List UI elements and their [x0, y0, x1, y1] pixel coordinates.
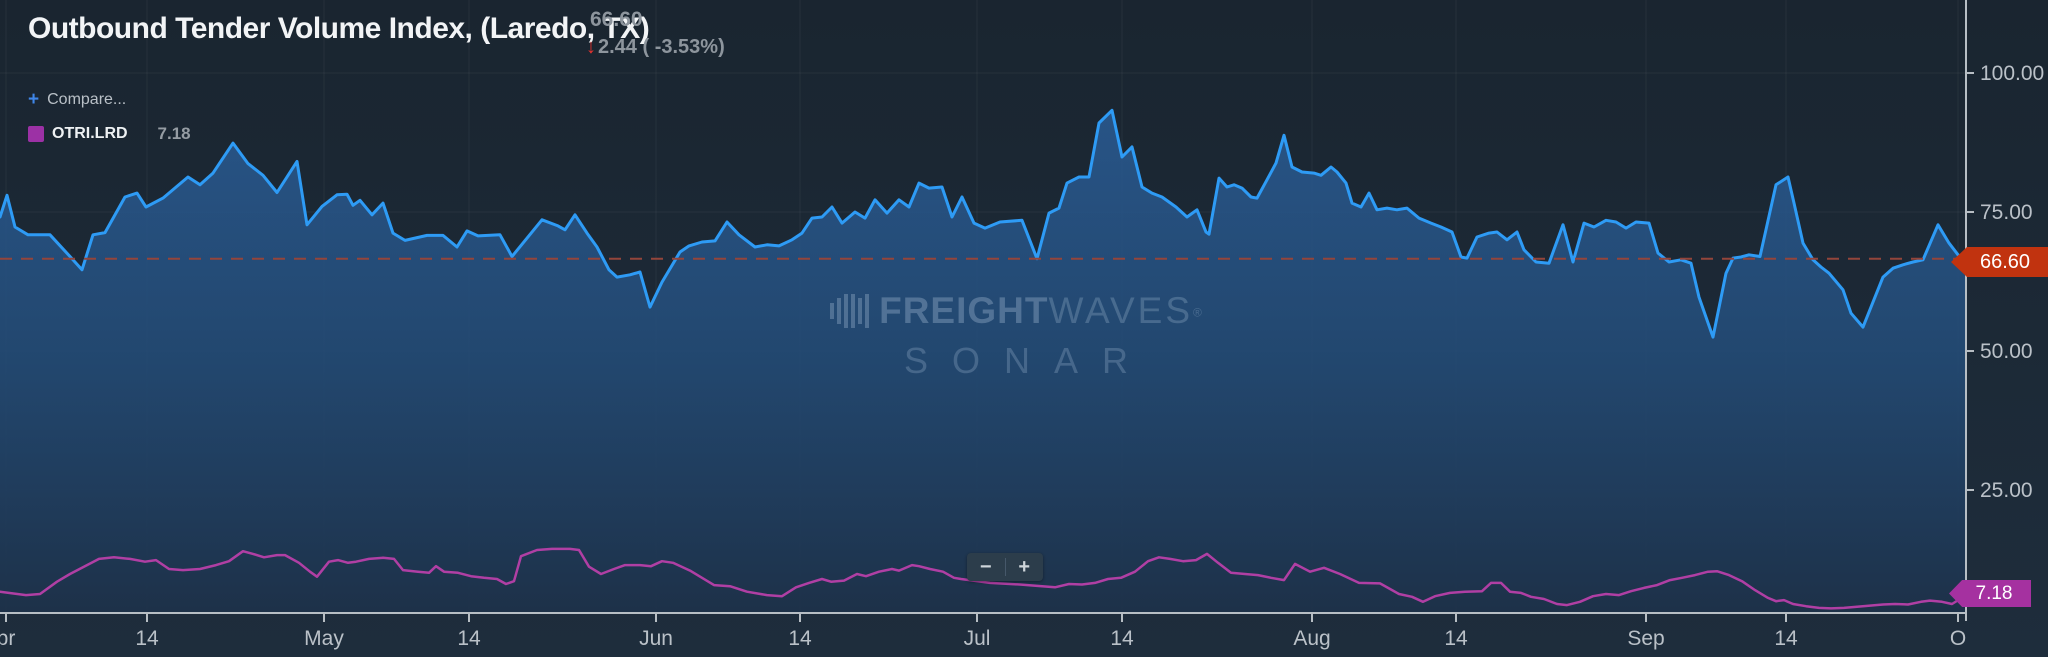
- x-axis-label: pr: [0, 627, 15, 650]
- x-axis-label: 14: [457, 627, 481, 650]
- plus-icon: +: [28, 89, 40, 110]
- x-axis-label: Aug: [1293, 627, 1330, 650]
- x-axis-label: 14: [1110, 627, 1134, 650]
- y-axis-label: 25.00: [1980, 479, 2033, 502]
- x-axis-label: 14: [135, 627, 159, 650]
- y-axis-label: 50.00: [1980, 340, 2033, 363]
- x-axis-label: Jun: [639, 627, 673, 650]
- compare-button[interactable]: + Compare...: [28, 90, 126, 109]
- y-axis-label: 100.00: [1980, 62, 2044, 85]
- y-axis-label: 75.00: [1980, 201, 2033, 224]
- otvi-line-series[interactable]: [0, 108, 1968, 339]
- otri-color-swatch: [28, 126, 44, 142]
- x-axis-label: 14: [1444, 627, 1468, 650]
- zoom-in-button[interactable]: +: [1018, 556, 1031, 578]
- otri-value: 7.18: [157, 124, 191, 143]
- zoom-control: − +: [967, 553, 1043, 581]
- x-axis-ticks: pr 14 May 14 Jun 14 Jul 14 Aug 14 Sep 14 O: [0, 613, 1966, 650]
- zoom-out-button[interactable]: −: [979, 556, 992, 578]
- x-axis-label: 14: [788, 627, 812, 650]
- x-axis-label: O: [1950, 627, 1966, 650]
- change-readout: ↓ 2.44 ( -3.53%): [586, 36, 725, 59]
- y-axis-ticks: 100.00 75.00 50.00 25.00: [1966, 62, 2044, 502]
- legend-item-otri[interactable]: OTRI.LRD 7.18: [28, 124, 191, 144]
- otri-line-series[interactable]: [0, 547, 1968, 610]
- current-value-badge: 66.60: [1951, 247, 2048, 277]
- down-arrow-icon: ↓: [586, 36, 596, 58]
- zoom-divider: [1004, 558, 1006, 576]
- last-value-readout: 66.60: [590, 8, 643, 31]
- otri-value-badge: 7.18: [1949, 580, 2031, 607]
- x-axis-label: Jul: [964, 627, 991, 650]
- x-axis-label: Sep: [1627, 627, 1664, 650]
- compare-label: Compare...: [47, 90, 127, 108]
- chart-title: Outbound Tender Volume Index, (Laredo, T…: [28, 12, 650, 45]
- change-text: 2.44 ( -3.53%): [598, 36, 725, 58]
- otri-symbol: OTRI.LRD: [52, 125, 128, 142]
- x-axis-label: 14: [1774, 627, 1798, 650]
- x-axis-label: May: [304, 627, 344, 650]
